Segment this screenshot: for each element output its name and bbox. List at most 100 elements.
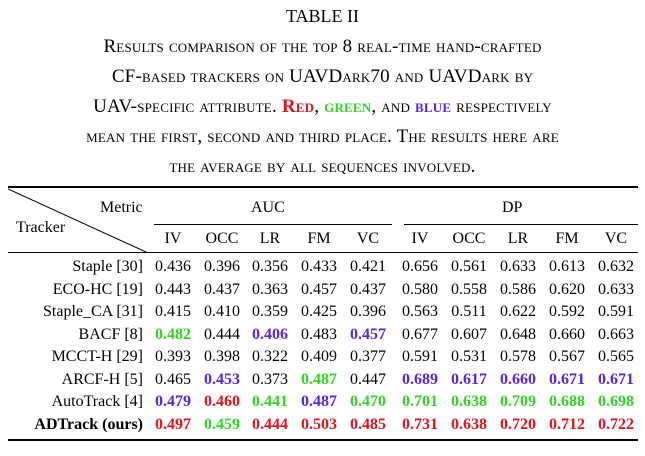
table-cell: 0.363 [252, 280, 288, 298]
table-cell: 0.720 [500, 415, 536, 433]
column-header-lr-dp: LR [507, 230, 529, 247]
table-cell: 0.712 [549, 415, 585, 433]
table-row: ECO-HC [19] 0.443 0.437 0.363 0.457 0.437 0.58… [8, 281, 638, 303]
column-header-iv-auc: IV [164, 230, 182, 247]
group-auc-label: AUC [251, 199, 285, 216]
table-cell: 0.409 [301, 348, 337, 365]
table-cell: 0.592 [549, 303, 585, 320]
table-row: BACF [8] 0.482 0.444 0.406 0.483 0.457 0.677 0.… [8, 326, 638, 348]
table-cell: 0.648 [500, 325, 536, 343]
caption-comma-1: , [314, 96, 320, 117]
table-cell: 0.698 [598, 393, 634, 410]
column-header-vc-dp: VC [604, 230, 628, 247]
dp-group-rule [404, 224, 638, 225]
results-table: Metric Tracker AUC DP IV OCC LR FM VC IV OCC LR… [8, 186, 638, 448]
table-cell: 0.459 [204, 415, 240, 433]
table-cell: 0.689 [402, 370, 438, 388]
table-cell: 0.722 [598, 415, 634, 433]
caption-green-word: green [324, 96, 372, 117]
tracker-label: Tracker [16, 219, 66, 236]
table-cell: 0.410 [204, 303, 240, 320]
table-cell: 0.586 [500, 280, 536, 298]
table-cell: 0.433 [301, 258, 337, 275]
table-cell: 0.457 [350, 325, 386, 343]
table-bottom-rule [8, 439, 638, 441]
table-cell: 0.620 [549, 280, 585, 298]
table-cell: 0.613 [549, 258, 585, 275]
table-cell: 0.421 [350, 258, 386, 275]
table-cell: 0.591 [402, 348, 438, 365]
table-cell: 0.578 [500, 348, 536, 365]
header-diagonal-line [8, 188, 147, 252]
caption-line-3-pre: UAV-specific attribute. [93, 96, 277, 117]
table-cell: 0.677 [402, 325, 438, 343]
caption-line-1: Results comparison of the top 8 real-tim… [103, 36, 542, 57]
table-row: ADTrack (ours) 0.497 0.459 0.444 0.503 0.485 0… [8, 416, 638, 438]
column-header-vc-auc: VC [356, 230, 380, 247]
table-row: Staple [30] 0.436 0.396 0.356 0.433 0.421 0.65… [8, 258, 638, 280]
table-cell: 0.656 [402, 258, 438, 275]
table-cell: 0.396 [350, 303, 386, 320]
table-cell: 0.487 [301, 370, 337, 388]
column-header-lr-auc: LR [259, 230, 281, 247]
table-cell: 0.441 [252, 393, 288, 410]
column-header-iv-dp: IV [411, 230, 429, 247]
table-cell: 0.406 [252, 325, 288, 343]
table-cell: 0.425 [301, 303, 337, 320]
table-row: ARCF-H [5] 0.465 0.453 0.373 0.487 0.447 0.689… [8, 371, 638, 393]
table-cell: 0.356 [252, 258, 288, 275]
table-cell: 0.479 [155, 393, 191, 410]
table-cell: 0.393 [155, 348, 191, 365]
table-cell: 0.565 [598, 348, 634, 365]
table-cell: 0.373 [252, 370, 288, 388]
table-cell: 0.580 [402, 280, 438, 298]
tracker-name: ADTrack (ours) [34, 415, 143, 433]
table-row: MCCT-H [29] 0.393 0.398 0.322 0.409 0.377 0.59… [8, 348, 638, 370]
column-header-occ-auc: OCC [205, 230, 239, 247]
table-cell: 0.485 [350, 415, 386, 433]
table-cell: 0.465 [155, 370, 191, 388]
table-cell: 0.483 [301, 325, 337, 343]
tracker-name: ARCF-H [5] [61, 370, 143, 388]
tracker-name: ECO-HC [19] [52, 280, 143, 298]
table-cell: 0.731 [402, 415, 438, 433]
table-cell: 0.487 [301, 393, 337, 410]
table-cell: 0.671 [598, 370, 634, 388]
table-cell: 0.460 [204, 393, 240, 410]
caption-line-5: the average by all sequences involved. [169, 156, 476, 177]
table-cell: 0.633 [500, 258, 536, 275]
table-row: AutoTrack [4] 0.479 0.460 0.441 0.487 0.470 0.… [8, 393, 638, 415]
table-cell: 0.396 [204, 258, 240, 275]
table-cell: 0.567 [549, 348, 585, 365]
table-cell: 0.377 [350, 348, 386, 365]
table-cell: 0.453 [204, 370, 240, 388]
table-cell: 0.531 [451, 348, 487, 365]
table-cell: 0.457 [301, 280, 337, 298]
column-header-fm-auc: FM [307, 230, 331, 247]
table-cell: 0.444 [204, 325, 240, 343]
table-cell: 0.444 [252, 415, 288, 433]
table-cell: 0.561 [451, 258, 487, 275]
table-cell: 0.503 [301, 415, 337, 433]
caption-line-3-post: respectively [456, 96, 552, 117]
table-cell: 0.563 [402, 303, 438, 320]
table-cell: 0.497 [155, 415, 191, 433]
table-cell: 0.470 [350, 393, 386, 410]
table-cell: 0.688 [549, 393, 585, 410]
table-cell: 0.436 [155, 258, 191, 275]
table-cell: 0.359 [252, 303, 288, 320]
auc-group-rule [154, 224, 392, 225]
table-cell: 0.660 [500, 370, 536, 388]
table-label: TABLE II [285, 6, 360, 26]
table-cell: 0.591 [598, 303, 634, 320]
caption-line-2: CF-based trackers on UAVDark70 and UAVDa… [111, 66, 534, 87]
tracker-name: BACF [8] [78, 325, 143, 343]
tracker-name: MCCT-H [29] [51, 348, 143, 365]
table-cell: 0.437 [204, 280, 240, 298]
tracker-name: AutoTrack [4] [51, 393, 143, 410]
table-cell: 0.660 [549, 325, 585, 343]
table-cell: 0.482 [155, 325, 191, 343]
caption-line-3: UAV-specific attribute. Red, green, and … [0, 96, 645, 118]
table-cell: 0.511 [451, 303, 487, 320]
table-cell: 0.622 [500, 303, 536, 320]
